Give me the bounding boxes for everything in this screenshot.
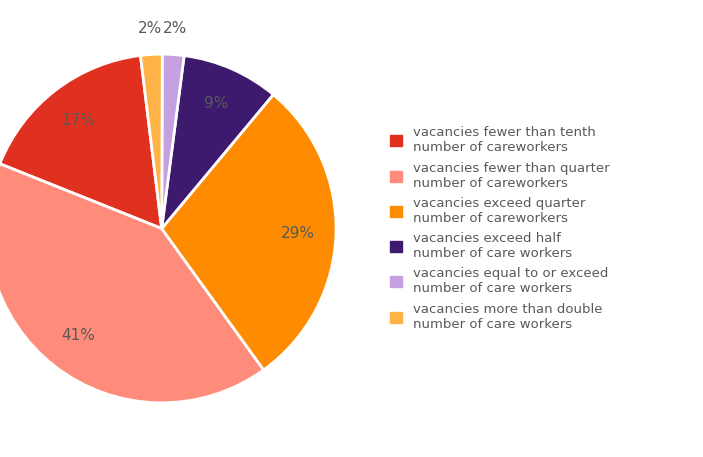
Text: 2%: 2%	[138, 21, 162, 36]
Text: 29%: 29%	[280, 226, 315, 241]
Wedge shape	[0, 164, 264, 403]
Wedge shape	[162, 56, 273, 228]
Text: 9%: 9%	[204, 96, 228, 112]
Text: 41%: 41%	[61, 328, 95, 343]
Legend: vacancies fewer than tenth
number of careworkers, vacancies fewer than quarter
n: vacancies fewer than tenth number of car…	[386, 122, 613, 335]
Wedge shape	[141, 54, 162, 228]
Text: 17%: 17%	[62, 113, 96, 128]
Wedge shape	[162, 95, 336, 370]
Wedge shape	[0, 55, 162, 228]
Wedge shape	[162, 54, 184, 228]
Text: 2%: 2%	[163, 21, 187, 36]
